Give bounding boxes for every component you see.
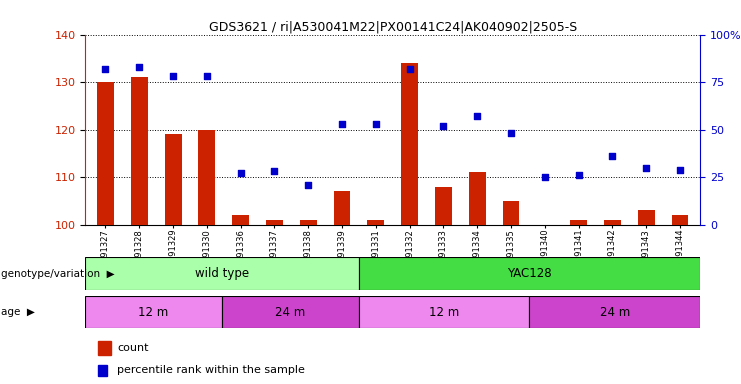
Text: YAC128: YAC128 xyxy=(507,267,552,280)
Point xyxy=(539,174,551,180)
Point xyxy=(370,121,382,127)
Point xyxy=(99,66,111,72)
Bar xyxy=(529,296,700,328)
Point xyxy=(471,113,483,119)
Bar xyxy=(435,187,452,225)
Text: count: count xyxy=(117,343,149,353)
Bar xyxy=(165,134,182,225)
Point xyxy=(437,123,449,129)
Bar xyxy=(85,257,359,290)
Point xyxy=(674,166,686,172)
Point xyxy=(404,66,416,72)
Bar xyxy=(98,366,107,376)
Point xyxy=(505,130,517,136)
Point xyxy=(302,182,314,188)
Point xyxy=(640,165,652,171)
Text: 12 m: 12 m xyxy=(139,306,169,318)
Bar xyxy=(604,220,621,225)
Bar xyxy=(638,210,654,225)
Point xyxy=(167,73,179,79)
Text: wild type: wild type xyxy=(195,267,249,280)
Text: percentile rank within the sample: percentile rank within the sample xyxy=(117,366,305,376)
Bar xyxy=(222,296,359,328)
Bar xyxy=(570,220,587,225)
Bar xyxy=(97,82,114,225)
Bar xyxy=(671,215,688,225)
Bar xyxy=(469,172,485,225)
Bar xyxy=(85,296,222,328)
Point xyxy=(201,73,213,79)
Bar xyxy=(98,341,111,355)
Bar xyxy=(401,63,418,225)
Text: 24 m: 24 m xyxy=(599,306,630,318)
Text: 12 m: 12 m xyxy=(429,306,459,318)
Point xyxy=(573,172,585,178)
Bar xyxy=(131,77,147,225)
Bar xyxy=(232,215,249,225)
Bar xyxy=(359,257,700,290)
Bar xyxy=(199,130,216,225)
Point xyxy=(268,168,280,174)
Point xyxy=(133,64,145,70)
Bar xyxy=(368,220,385,225)
Point xyxy=(235,170,247,176)
Bar xyxy=(333,191,350,225)
Bar xyxy=(502,201,519,225)
Point xyxy=(336,121,348,127)
Point xyxy=(606,153,618,159)
Text: 24 m: 24 m xyxy=(275,306,305,318)
Text: age  ▶: age ▶ xyxy=(1,307,36,317)
Bar xyxy=(300,220,316,225)
Title: GDS3621 / ri|A530041M22|PX00141C24|AK040902|2505-S: GDS3621 / ri|A530041M22|PX00141C24|AK040… xyxy=(209,20,576,33)
Bar xyxy=(266,220,283,225)
Bar xyxy=(359,296,529,328)
Text: genotype/variation  ▶: genotype/variation ▶ xyxy=(1,268,115,279)
